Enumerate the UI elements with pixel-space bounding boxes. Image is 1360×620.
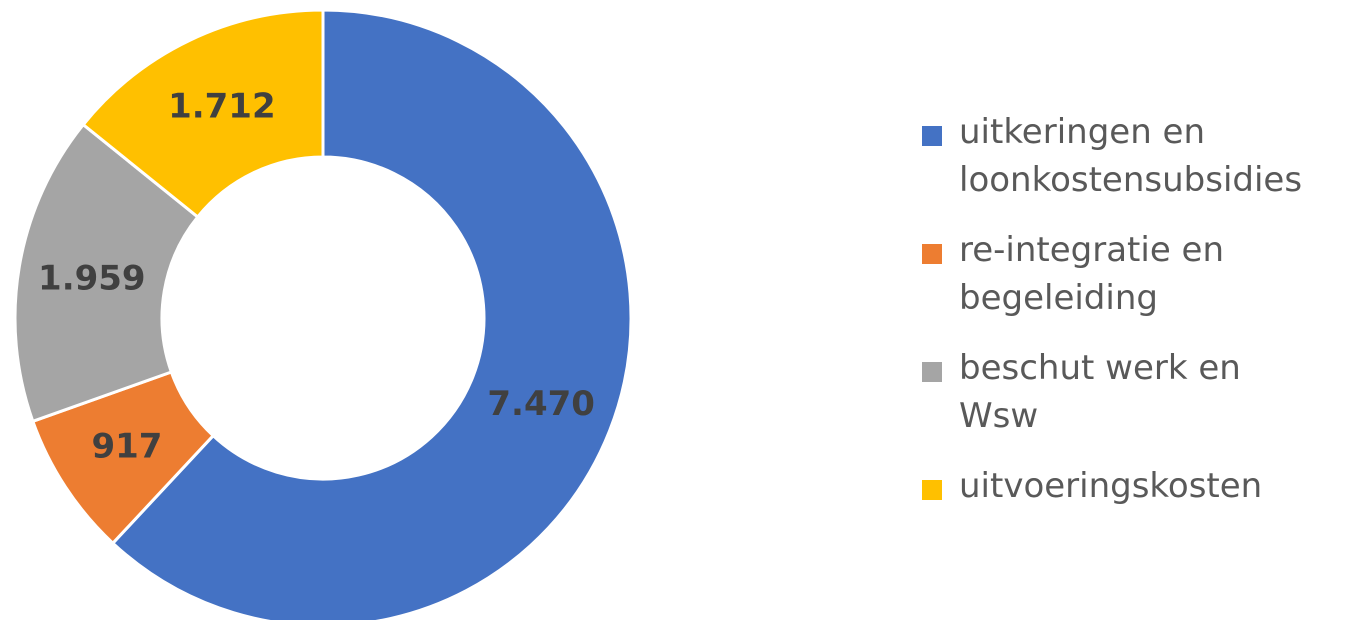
legend-label-re-integratie: re-integratie en begeleiding [959,226,1224,322]
data-label-uitkeringen: 7.470 [487,384,595,424]
donut-svg: 7.470 917 1.959 1.712 [13,8,633,620]
donut-chart: 7.470 917 1.959 1.712 [0,0,650,620]
data-label-beschut-werk: 1.959 [38,259,146,299]
legend-swatch-re-integratie [922,244,942,264]
legend-item-uitkeringen: uitkeringen en loonkostensubsidies [922,108,1352,204]
legend-item-beschut-werk: beschut werk en Wsw [922,344,1352,440]
legend: uitkeringen en loonkostensubsidies re-in… [922,108,1352,532]
legend-label-line: beschut werk en [959,348,1241,388]
legend-swatch-uitvoeringskosten [922,480,942,500]
legend-item-re-integratie: re-integratie en begeleiding [922,226,1352,322]
legend-label-uitvoeringskosten: uitvoeringskosten [959,462,1262,510]
legend-label-line: uitvoeringskosten [959,466,1263,506]
legend-label-line: loonkostensubsidies [959,160,1303,200]
donut-slices [13,8,633,620]
legend-label-line: re-integratie en [959,230,1225,270]
data-label-uitvoeringskosten: 1.712 [168,86,276,126]
legend-label-uitkeringen: uitkeringen en loonkostensubsidies [959,108,1302,204]
data-labels: 7.470 917 1.959 1.712 [38,86,595,466]
legend-swatch-uitkeringen [922,126,942,146]
data-label-re-integratie: 917 [91,427,162,467]
legend-label-line: begeleiding [959,278,1158,318]
legend-label-line: uitkeringen en [959,112,1206,152]
donut-slice-beschut-werk [13,122,200,424]
donut-slice-uitvoeringskosten [81,8,325,220]
legend-label-line: Wsw [959,396,1039,436]
legend-item-uitvoeringskosten: uitvoeringskosten [922,462,1352,510]
legend-swatch-beschut-werk [922,362,942,382]
legend-label-beschut-werk: beschut werk en Wsw [959,344,1241,440]
donut-slice-uitkeringen [110,8,633,620]
